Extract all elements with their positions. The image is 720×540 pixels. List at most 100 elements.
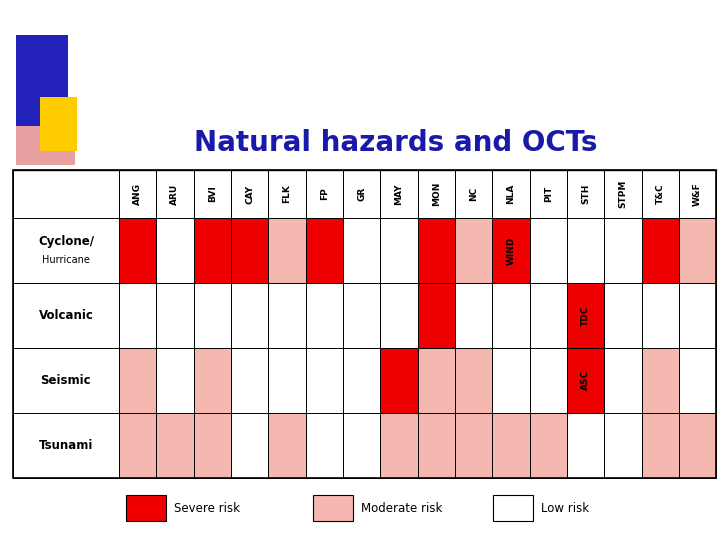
- Bar: [305, 348, 343, 413]
- Bar: [679, 170, 716, 218]
- Bar: [418, 283, 455, 348]
- Bar: [16, 35, 68, 130]
- Bar: [119, 283, 156, 348]
- Bar: [567, 413, 604, 478]
- Bar: [679, 348, 716, 413]
- Text: FLK: FLK: [282, 185, 292, 204]
- Text: Moderate risk: Moderate risk: [361, 502, 443, 515]
- Bar: [530, 283, 567, 348]
- Bar: [679, 413, 716, 478]
- Text: Tsunami: Tsunami: [39, 439, 93, 452]
- Text: NLA: NLA: [506, 184, 516, 204]
- Text: Seismic: Seismic: [40, 374, 91, 387]
- Bar: [268, 283, 305, 348]
- Bar: [455, 283, 492, 348]
- Bar: [380, 283, 418, 348]
- Bar: [194, 348, 231, 413]
- Bar: [119, 413, 156, 478]
- Bar: [119, 170, 156, 218]
- Bar: [194, 283, 231, 348]
- Bar: [13, 283, 119, 348]
- Bar: [604, 413, 642, 478]
- Bar: [231, 218, 268, 283]
- Bar: [231, 413, 268, 478]
- Bar: [604, 283, 642, 348]
- Text: Volcanic: Volcanic: [38, 309, 94, 322]
- Bar: [418, 413, 455, 478]
- Bar: [455, 413, 492, 478]
- Bar: [156, 170, 194, 218]
- Text: MON: MON: [432, 182, 441, 206]
- Text: T&C: T&C: [656, 184, 665, 204]
- Bar: [231, 170, 268, 218]
- Bar: [679, 218, 716, 283]
- Bar: [13, 413, 119, 478]
- Bar: [380, 170, 418, 218]
- Bar: [530, 413, 567, 478]
- Bar: [305, 413, 343, 478]
- Bar: [119, 218, 156, 283]
- Bar: [194, 170, 231, 218]
- Bar: [567, 170, 604, 218]
- Bar: [40, 97, 77, 151]
- Bar: [380, 218, 418, 283]
- Bar: [305, 170, 343, 218]
- Text: MAY: MAY: [395, 183, 403, 205]
- Text: ASC: ASC: [581, 370, 590, 390]
- Text: NC: NC: [469, 187, 478, 201]
- Bar: [530, 348, 567, 413]
- Bar: [492, 413, 530, 478]
- Text: PIT: PIT: [544, 186, 553, 202]
- Bar: [455, 348, 492, 413]
- Text: STH: STH: [581, 184, 590, 204]
- Text: FP: FP: [320, 187, 329, 200]
- Bar: [380, 348, 418, 413]
- Bar: [343, 218, 380, 283]
- Bar: [418, 348, 455, 413]
- Bar: [268, 218, 305, 283]
- Bar: [380, 413, 418, 478]
- Bar: [268, 413, 305, 478]
- Bar: [313, 495, 353, 521]
- Text: GR: GR: [357, 187, 366, 201]
- Bar: [16, 126, 75, 165]
- Bar: [642, 283, 679, 348]
- Bar: [455, 218, 492, 283]
- Bar: [492, 348, 530, 413]
- Bar: [268, 170, 305, 218]
- Bar: [13, 348, 119, 413]
- Bar: [305, 218, 343, 283]
- Bar: [13, 170, 119, 218]
- Text: Low risk: Low risk: [541, 502, 590, 515]
- Bar: [530, 218, 567, 283]
- Bar: [343, 413, 380, 478]
- Bar: [305, 283, 343, 348]
- Bar: [530, 170, 567, 218]
- Bar: [119, 348, 156, 413]
- Bar: [231, 348, 268, 413]
- Bar: [642, 348, 679, 413]
- Bar: [156, 218, 194, 283]
- Bar: [13, 170, 716, 478]
- Bar: [343, 283, 380, 348]
- Text: WIND: WIND: [506, 236, 516, 265]
- Bar: [343, 170, 380, 218]
- Bar: [604, 218, 642, 283]
- Bar: [642, 218, 679, 283]
- Bar: [492, 283, 530, 348]
- Bar: [194, 413, 231, 478]
- Bar: [455, 170, 492, 218]
- Bar: [156, 413, 194, 478]
- Bar: [418, 170, 455, 218]
- Text: STPM: STPM: [618, 180, 628, 208]
- Text: BVI: BVI: [207, 186, 217, 202]
- Bar: [156, 348, 194, 413]
- Text: Hurricane: Hurricane: [42, 255, 90, 265]
- Bar: [13, 218, 119, 283]
- Bar: [492, 170, 530, 218]
- Bar: [642, 170, 679, 218]
- Bar: [642, 413, 679, 478]
- Bar: [492, 218, 530, 283]
- Bar: [231, 283, 268, 348]
- Bar: [418, 218, 455, 283]
